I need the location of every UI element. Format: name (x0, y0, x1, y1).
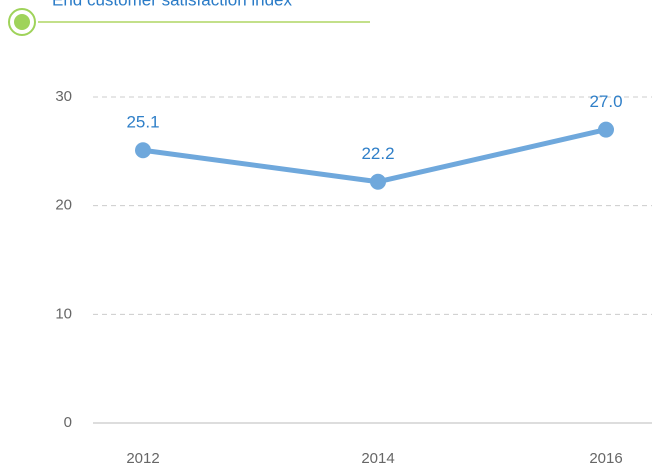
value-label: 22.2 (361, 144, 394, 163)
x-tick-label: 2012 (126, 450, 159, 467)
title-dot (14, 14, 30, 30)
y-tick-label: 0 (64, 414, 72, 431)
point (135, 142, 151, 159)
y-tick-label: 30 (55, 88, 72, 105)
x-tick-label: 2014 (361, 450, 394, 467)
point (598, 121, 614, 138)
y-tick-label: 10 (55, 305, 72, 322)
value-label: 27.0 (589, 92, 622, 111)
chart-title: End customer satisfaction index (52, 0, 293, 9)
y-tick-label: 20 (55, 197, 72, 214)
point (370, 173, 386, 190)
value-label: 25.1 (126, 113, 159, 132)
x-tick-label: 2016 (589, 450, 622, 467)
